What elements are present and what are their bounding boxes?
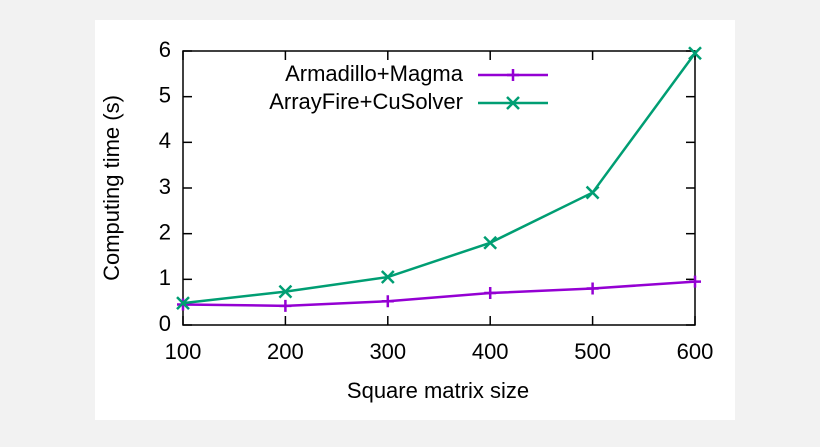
y-tick-label: 4 bbox=[159, 128, 171, 153]
point bbox=[176, 296, 190, 310]
legend-marker bbox=[506, 96, 520, 110]
y-tick-label: 3 bbox=[159, 174, 171, 199]
point bbox=[279, 299, 292, 312]
y-tick-label: 1 bbox=[159, 265, 171, 290]
y-tick-label: 2 bbox=[159, 219, 171, 244]
x-tick-label: 200 bbox=[267, 339, 304, 364]
point bbox=[688, 46, 702, 61]
point bbox=[689, 275, 701, 288]
y-axis-label: Computing time (s) bbox=[99, 95, 124, 281]
x-tick-label: 100 bbox=[165, 339, 202, 364]
point bbox=[483, 235, 498, 250]
y-tick-label: 0 bbox=[159, 311, 171, 336]
x-axis-label: Square matrix size bbox=[347, 378, 529, 403]
point bbox=[484, 287, 497, 300]
x-tick-label: 500 bbox=[574, 339, 611, 364]
legend-label: ArrayFire+CuSolver bbox=[269, 89, 463, 114]
chart-area bbox=[95, 20, 735, 420]
x-tick-label: 600 bbox=[677, 339, 714, 364]
y-tick-label: 5 bbox=[159, 82, 171, 107]
series-line bbox=[182, 52, 697, 305]
series-line bbox=[182, 280, 696, 308]
point bbox=[278, 284, 293, 299]
x-tick-label: 400 bbox=[472, 339, 509, 364]
legend-marker bbox=[507, 69, 519, 81]
y-tick-label: 6 bbox=[159, 37, 171, 62]
legend-label: Armadillo+Magma bbox=[285, 61, 464, 86]
point bbox=[381, 295, 394, 308]
point bbox=[586, 282, 599, 295]
x-tick-label: 300 bbox=[369, 339, 406, 364]
point bbox=[585, 185, 600, 200]
point bbox=[380, 270, 395, 284]
